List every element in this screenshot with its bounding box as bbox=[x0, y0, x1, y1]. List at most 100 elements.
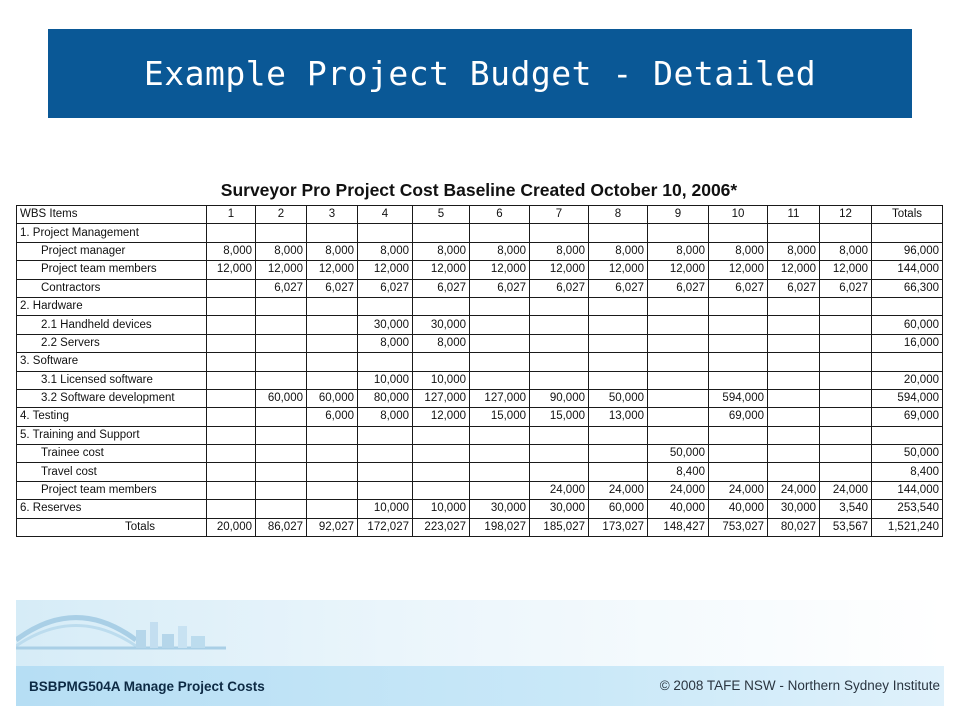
cost-cell bbox=[767, 352, 820, 372]
cost-cell bbox=[306, 223, 358, 243]
cost-cell bbox=[306, 370, 358, 390]
cost-cell bbox=[529, 444, 589, 464]
cost-cell: 6,027 bbox=[647, 278, 709, 298]
cost-cell bbox=[767, 407, 820, 427]
cost-cell bbox=[255, 223, 307, 243]
cost-cell bbox=[588, 352, 648, 372]
cost-cell: 10,000 bbox=[357, 499, 413, 519]
cost-cell bbox=[255, 352, 307, 372]
cost-cell bbox=[647, 425, 709, 446]
cost-cell: 8,000 bbox=[469, 241, 530, 262]
cost-cell: 6,027 bbox=[819, 278, 872, 298]
column-header-month: 4 bbox=[357, 204, 413, 225]
cost-cell bbox=[206, 462, 256, 482]
cost-cell bbox=[469, 462, 530, 482]
cost-cell: 10,000 bbox=[412, 370, 470, 390]
cost-cell bbox=[469, 425, 530, 446]
cost-cell: 80,000 bbox=[357, 388, 413, 409]
cost-cell bbox=[206, 388, 256, 409]
wbs-item-label: 2.1 Handheld devices bbox=[16, 315, 207, 335]
row-total-cell: 144,000 bbox=[871, 480, 943, 501]
cost-cell bbox=[206, 223, 256, 243]
cost-cell: 10,000 bbox=[412, 499, 470, 519]
cost-cell: 15,000 bbox=[529, 407, 589, 427]
cost-cell: 6,027 bbox=[529, 278, 589, 298]
cost-cell bbox=[255, 296, 307, 317]
cost-cell: 12,000 bbox=[412, 260, 470, 280]
cost-cell bbox=[647, 370, 709, 390]
cost-cell: 15,000 bbox=[469, 407, 530, 427]
cost-cell: 50,000 bbox=[647, 444, 709, 464]
cost-cell bbox=[647, 352, 709, 372]
cost-cell: 223,027 bbox=[412, 517, 470, 538]
cost-cell bbox=[647, 223, 709, 243]
cost-cell: 8,000 bbox=[357, 241, 413, 262]
cost-cell bbox=[767, 296, 820, 317]
header-row: WBS Items 1 2 3 4 5 6 7 8 9 10 11 12 Totals bbox=[16, 204, 943, 225]
cost-cell bbox=[357, 425, 413, 446]
cost-cell: 10,000 bbox=[357, 370, 413, 390]
footer-band bbox=[16, 666, 944, 706]
title-bar: Example Project Budget - Detailed bbox=[48, 29, 912, 118]
cost-cell: 8,000 bbox=[357, 407, 413, 427]
cost-cell: 12,000 bbox=[647, 260, 709, 280]
cost-cell: 50,000 bbox=[588, 388, 648, 409]
cost-cell bbox=[469, 370, 530, 390]
cost-cell bbox=[819, 388, 872, 409]
cost-cell: 753,027 bbox=[708, 517, 768, 538]
cost-cell: 13,000 bbox=[588, 407, 648, 427]
cost-cell: 594,000 bbox=[708, 388, 768, 409]
cost-cell bbox=[588, 333, 648, 354]
cost-cell: 12,000 bbox=[588, 260, 648, 280]
cost-cell: 8,000 bbox=[306, 241, 358, 262]
cost-cell bbox=[819, 296, 872, 317]
cost-cell bbox=[255, 462, 307, 482]
cost-cell bbox=[588, 296, 648, 317]
wbs-item-label: 2. Hardware bbox=[16, 296, 207, 317]
cost-cell bbox=[708, 296, 768, 317]
wbs-item-label: Project team members bbox=[16, 480, 207, 501]
cost-cell: 86,027 bbox=[255, 517, 307, 538]
cost-cell: 6,027 bbox=[469, 278, 530, 298]
cost-cell: 24,000 bbox=[819, 480, 872, 501]
cost-cell: 12,000 bbox=[206, 260, 256, 280]
cost-cell: 69,000 bbox=[708, 407, 768, 427]
cost-cell bbox=[819, 315, 872, 335]
cost-cell bbox=[412, 480, 470, 501]
cost-cell bbox=[767, 444, 820, 464]
cost-cell: 40,000 bbox=[708, 499, 768, 519]
column-header-month: 7 bbox=[529, 204, 589, 225]
cost-cell bbox=[206, 333, 256, 354]
cost-cell: 127,000 bbox=[469, 388, 530, 409]
wbs-item-label: Totals bbox=[16, 517, 207, 538]
column-header-month: 1 bbox=[206, 204, 256, 225]
cost-cell: 8,000 bbox=[767, 241, 820, 262]
cost-cell bbox=[647, 315, 709, 335]
cost-cell: 8,000 bbox=[647, 241, 709, 262]
row-total-cell bbox=[871, 425, 943, 446]
course-label: BSBPMG504A Manage Project Costs bbox=[29, 679, 265, 694]
cost-cell: 12,000 bbox=[708, 260, 768, 280]
cost-cell: 6,027 bbox=[767, 278, 820, 298]
column-header-month: 8 bbox=[588, 204, 648, 225]
cost-cell bbox=[255, 425, 307, 446]
cost-cell bbox=[819, 462, 872, 482]
cost-cell bbox=[529, 296, 589, 317]
wbs-item-label: 2.2 Servers bbox=[16, 333, 207, 354]
table-row: 2.1 Handheld devices 30,000 30,000 60,000 bbox=[16, 315, 943, 335]
cost-cell bbox=[306, 315, 358, 335]
cost-cell bbox=[206, 480, 256, 501]
cost-cell: 6,027 bbox=[588, 278, 648, 298]
row-total-cell bbox=[871, 352, 943, 372]
cost-cell bbox=[767, 333, 820, 354]
table-row: Contractors 6,027 6,027 6,027 6,027 6,027 6,02… bbox=[16, 278, 943, 298]
cost-cell: 8,000 bbox=[708, 241, 768, 262]
cost-cell bbox=[255, 333, 307, 354]
cost-cell bbox=[708, 444, 768, 464]
table-row: 3. Software bbox=[16, 352, 943, 372]
cost-cell bbox=[767, 223, 820, 243]
cost-cell bbox=[469, 444, 530, 464]
row-total-cell: 50,000 bbox=[871, 444, 943, 464]
cost-cell: 6,027 bbox=[306, 278, 358, 298]
column-header-month: 12 bbox=[819, 204, 872, 225]
